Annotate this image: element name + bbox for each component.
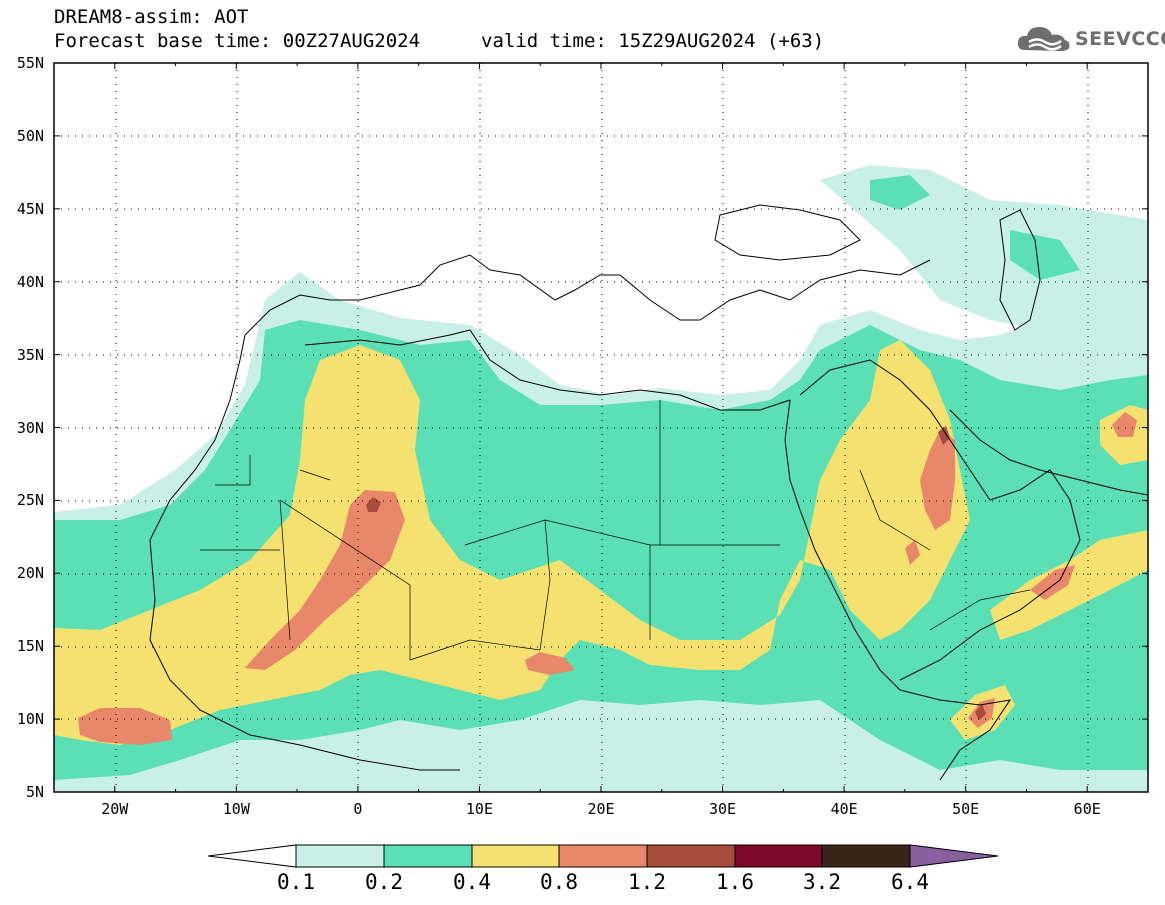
colorbar-box-1.2 [646,844,736,868]
colorbar-label: 1.6 [716,870,754,894]
lat-label: 5N [25,783,44,801]
borders [200,400,1031,661]
colorbar-box-0.1 [295,844,385,868]
lat-label: 40N [16,272,44,291]
aot-band-0.8-chad [525,652,575,675]
lon-label: 40E [830,800,858,818]
lat-label: 50N [16,126,44,145]
colorbar-label: 3.2 [803,870,841,894]
iran-coast [949,409,1148,496]
forecast-base-time: Forecast base time: 00Z27AUG2024 [54,30,421,52]
black-sea [714,204,861,261]
aot-band-0.1-caspian [820,165,1148,330]
lon-label: 0 [353,800,363,818]
colorbar-label: 1.2 [628,870,666,894]
colorbar-underflow [207,844,297,868]
colorbar-box-0.8 [558,844,648,868]
lon-label: 10W [222,800,250,818]
map-title: DREAM8-assim: AOT [54,6,249,28]
seevccc-logo: SEEVCCC [1015,22,1165,58]
colorbar [207,844,999,868]
colorbar-label: 6.4 [891,870,929,894]
lat-label: 35N [16,345,44,364]
aot-band-0.4-gulf [990,530,1148,640]
colorbar-box-3.2 [821,844,911,868]
arabia-coast [799,359,1081,681]
colorbar-box-0.4 [471,844,560,868]
gridlines [54,63,1148,792]
valid-time: valid time: 15Z29AUG2024 (+63) [481,30,825,52]
lon-label: 50E [952,800,980,818]
caspian-sea [999,209,1041,331]
africa-coast [149,359,460,771]
aot-band-0.8-sahel [245,490,405,670]
europe-coast [239,254,931,361]
lat-label: 10N [16,710,44,729]
axis-ticks [53,62,1149,793]
colorbar-box-1.6 [734,844,823,868]
aot-band-0.8-arabia [920,430,955,530]
colorbar-box-0.2 [383,844,473,868]
cloud-icon [1017,27,1070,51]
coastlines [149,204,1148,781]
colorbar-label: 0.1 [277,870,315,894]
lat-label: 55N [16,54,44,72]
lon-label: 30E [709,800,737,818]
aot-field [54,165,1148,792]
lat-label: 45N [16,199,44,218]
aot-band-0.8-arabia-south [905,540,920,565]
aot-band-0.8-iran [1112,412,1137,437]
logo-text: SEEVCCC [1075,28,1165,50]
colorbar-label: 0.2 [365,870,403,894]
aot-band-0.8-west [78,708,172,745]
colorbar-label: 0.8 [540,870,578,894]
aot-band-0.8-oman [1030,565,1075,600]
lon-label: 60E [1073,800,1101,818]
colorbar-overflow [909,844,999,868]
aot-band-0.2-east [870,175,1080,280]
red-sea-coast [784,399,901,691]
north-africa-coast [304,329,791,411]
horn-coast [899,689,1012,781]
lon-label: 20E [587,800,615,818]
lat-label: 15N [16,637,44,656]
lat-label: 30N [16,418,44,437]
lon-label: 10E [465,800,493,818]
lon-label: 20W [101,800,129,818]
colorbar-label: 0.4 [453,870,491,894]
lat-label: 25N [16,491,44,510]
lat-label: 20N [16,564,44,583]
